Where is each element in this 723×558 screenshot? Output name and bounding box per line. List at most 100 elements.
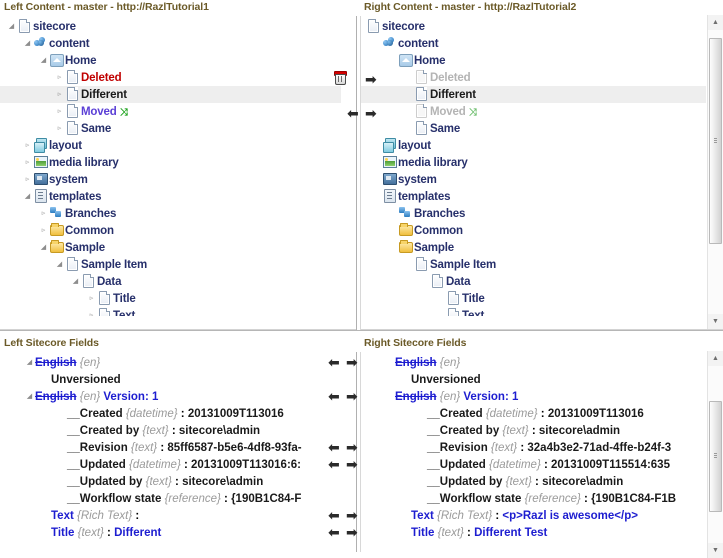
arrow-left-icon[interactable]: ⬅ [328, 440, 340, 456]
tree-row[interactable]: content [360, 35, 706, 52]
tree-row[interactable]: ◢ content [0, 35, 341, 52]
right-content-tree[interactable]: sitecore content Home Deleted Different Moved… [360, 18, 706, 316]
arrow-left-icon[interactable]: ⬅ [328, 508, 340, 524]
field-row[interactable]: Title {text} : Different [0, 524, 341, 541]
tree-row[interactable]: Text [360, 307, 706, 316]
triangle-down-icon[interactable]: ◢ [24, 40, 31, 47]
arrow-left-icon[interactable]: ⬅ [347, 106, 359, 122]
tree-row[interactable]: Sample [360, 239, 706, 256]
right-fields-tree[interactable]: English {en} Unversioned English {en} Ve… [360, 354, 706, 541]
field-row[interactable]: Unversioned [360, 371, 706, 388]
triangle-right-icon[interactable]: ▹ [57, 108, 62, 115]
arrow-left-icon[interactable]: ⬅ [328, 355, 340, 371]
arrow-right-icon[interactable]: ➡ [346, 508, 358, 524]
triangle-right-icon[interactable]: ▹ [25, 142, 30, 149]
trash-icon[interactable] [334, 71, 347, 85]
triangle-right-icon[interactable]: ▹ [41, 210, 46, 217]
field-row[interactable]: Title {text} : Different Test [360, 524, 706, 541]
tree-row[interactable]: Same [360, 120, 706, 137]
tree-row[interactable]: Different [360, 86, 706, 103]
triangle-down-icon[interactable]: ◢ [24, 193, 31, 200]
scroll-up-arrow-icon[interactable]: ▲ [708, 351, 723, 366]
scroll-down-arrow-icon[interactable]: ▼ [708, 314, 723, 329]
tree-row[interactable]: Title [360, 290, 706, 307]
triangle-right-icon[interactable]: ▹ [57, 125, 62, 132]
tree-row[interactable]: templates [360, 188, 706, 205]
field-row[interactable]: __Revision {text} : 32a4b3e2-71ad-4ffe-b… [360, 439, 706, 456]
tree-row[interactable]: ◢ Sample [0, 239, 341, 256]
left-fields-tree[interactable]: ◢ English {en} Unversioned ◢ English {en} V… [0, 354, 341, 541]
field-row[interactable]: Unversioned [0, 371, 341, 388]
tree-row[interactable]: Home [360, 52, 706, 69]
right-content-body[interactable]: sitecore content Home Deleted Different Moved… [360, 15, 723, 330]
left-content-tree[interactable]: ◢ sitecore ◢ content ◢ Home ▹ Deleted ▹ Different… [0, 18, 347, 316]
tree-row[interactable]: Sample Item [360, 256, 706, 273]
right-tree-scrollbar[interactable]: ▲ ▼ [707, 15, 723, 329]
field-row[interactable]: __Created {datetime} : 20131009T113016 [0, 405, 341, 422]
field-row[interactable]: __Created {datetime} : 20131009T113016 [360, 405, 706, 422]
field-row[interactable]: ◢ English {en} [0, 354, 341, 371]
tree-row[interactable]: ▹ system [0, 171, 341, 188]
tree-row[interactable]: ▹ Common [0, 222, 341, 239]
tree-row[interactable]: ▹ Text [0, 307, 341, 316]
field-row[interactable]: __Created by {text} : sitecore\admin [360, 422, 706, 439]
triangle-down-icon[interactable]: ◢ [40, 244, 47, 251]
tree-row[interactable]: ▹ Branches [0, 205, 341, 222]
tree-row[interactable]: ▹ Same [0, 120, 341, 137]
triangle-right-icon[interactable]: ▹ [25, 159, 30, 166]
field-row[interactable]: __Workflow state {reference} : {190B1C84… [0, 490, 341, 507]
tree-row[interactable]: ◢ Data [0, 273, 341, 290]
arrow-right-icon[interactable]: ➡ [365, 106, 377, 122]
tree-row[interactable]: Common [360, 222, 706, 239]
triangle-down-icon[interactable]: ◢ [56, 261, 63, 268]
tree-row[interactable]: ▹ media library [0, 154, 341, 171]
triangle-right-icon[interactable]: ▹ [25, 176, 30, 183]
triangle-down-icon[interactable]: ◢ [26, 393, 33, 400]
field-row[interactable]: __Updated {datetime} : 20131009T113016:6… [0, 456, 341, 473]
tree-row[interactable]: ▹ Title [0, 290, 341, 307]
field-row[interactable]: __Updated by {text} : sitecore\admin [0, 473, 341, 490]
field-row[interactable]: English {en} Version: 1 [360, 388, 706, 405]
tree-row[interactable]: Moved ⤨ [360, 103, 706, 120]
horizontal-splitter[interactable] [0, 330, 723, 335]
field-row[interactable]: __Updated by {text} : sitecore\admin [360, 473, 706, 490]
tree-row[interactable]: ▹ layout [0, 137, 341, 154]
tree-row[interactable]: ▹ Moved ⤨ [0, 103, 341, 120]
field-row[interactable]: __Created by {text} : sitecore\admin [0, 422, 341, 439]
triangle-down-icon[interactable]: ◢ [40, 57, 47, 64]
left-fields-body[interactable]: ◢ English {en} Unversioned ◢ English {en} V… [0, 351, 357, 558]
field-row[interactable]: Text {Rich Text} : [0, 507, 341, 524]
tree-row[interactable]: system [360, 171, 706, 188]
tree-row[interactable]: ◢ templates [0, 188, 341, 205]
arrow-left-icon[interactable]: ⬅ [328, 457, 340, 473]
tree-row[interactable]: ▹ Deleted [0, 69, 347, 86]
left-content-body[interactable]: ◢ sitecore ◢ content ◢ Home ▹ Deleted ▹ Different… [0, 15, 357, 330]
fields-vertical-splitter[interactable] [356, 352, 361, 552]
right-fields-body[interactable]: English {en} Unversioned English {en} Ve… [360, 351, 723, 558]
tree-row[interactable]: ◢ Sample Item [0, 256, 341, 273]
arrow-right-icon[interactable]: ➡ [365, 72, 377, 88]
tree-row[interactable]: ◢ Home [0, 52, 341, 69]
scroll-down-arrow-icon[interactable]: ▼ [708, 543, 723, 558]
field-row[interactable]: English {en} [360, 354, 706, 371]
tree-row[interactable]: ◢ sitecore [0, 18, 341, 35]
arrow-left-icon[interactable]: ⬅ [328, 389, 340, 405]
tree-row[interactable]: sitecore [360, 18, 706, 35]
field-row[interactable]: ◢ English {en} Version: 1 [0, 388, 341, 405]
triangle-right-icon[interactable]: ▹ [41, 227, 46, 234]
triangle-right-icon[interactable]: ▹ [89, 312, 94, 316]
scroll-up-arrow-icon[interactable]: ▲ [708, 15, 723, 30]
tree-row[interactable]: media library [360, 154, 706, 171]
arrow-right-icon[interactable]: ➡ [346, 389, 358, 405]
tree-vertical-splitter[interactable] [356, 16, 361, 330]
arrow-right-icon[interactable]: ➡ [346, 525, 358, 541]
tree-row[interactable]: Branches [360, 205, 706, 222]
field-row[interactable]: __Workflow state {reference} : {190B1C84… [360, 490, 706, 507]
triangle-down-icon[interactable]: ◢ [26, 359, 33, 366]
triangle-down-icon[interactable]: ◢ [8, 23, 15, 30]
tree-row[interactable]: layout [360, 137, 706, 154]
tree-row[interactable]: Data [360, 273, 706, 290]
right-tree-scroll-thumb[interactable] [709, 38, 722, 245]
arrow-right-icon[interactable]: ➡ [346, 355, 358, 371]
field-row[interactable]: Text {Rich Text} : <p>Razl is awesome</p… [360, 507, 706, 524]
